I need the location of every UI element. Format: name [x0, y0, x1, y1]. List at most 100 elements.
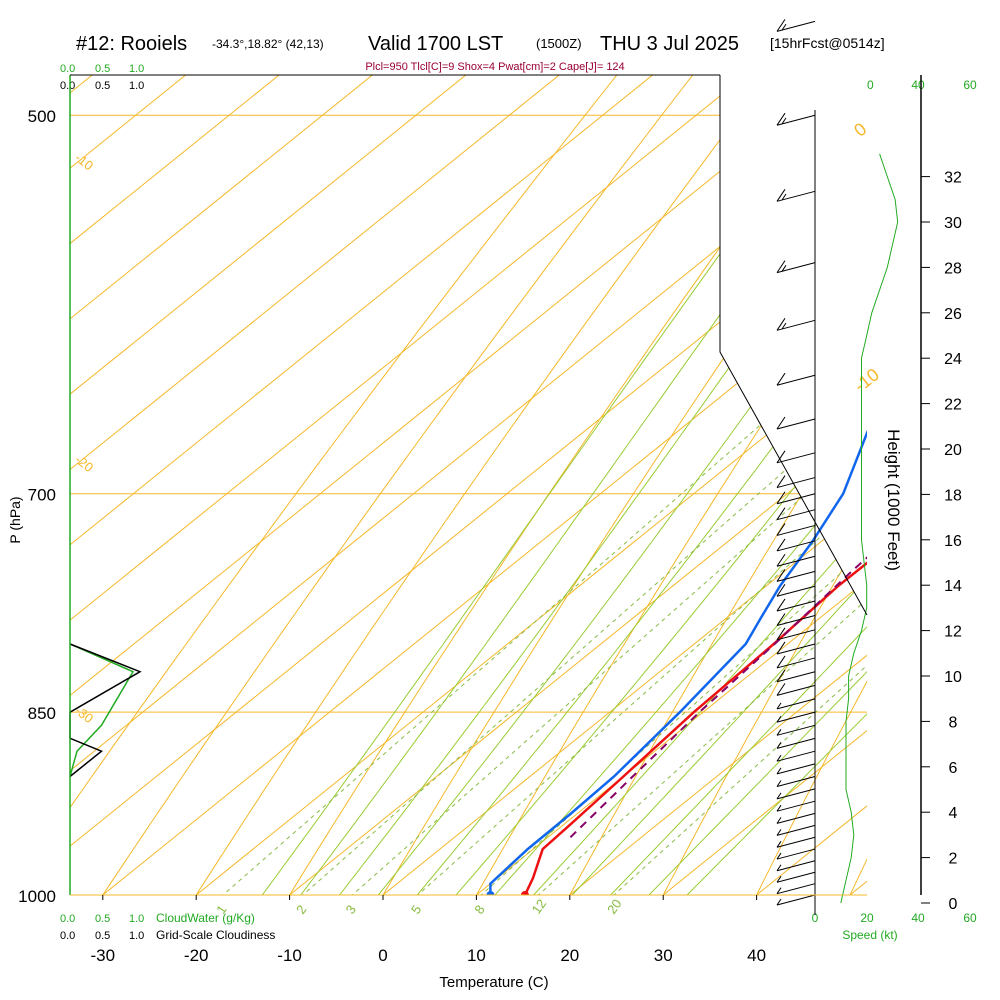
mixing-ratio-label: 8 [471, 902, 487, 917]
cloudwater-tick-bottom: 1.0 [129, 913, 144, 925]
moist-adiabat-line [648, 670, 867, 895]
speed-tick-top: 60 [963, 78, 977, 92]
wind-barb [776, 19, 816, 32]
wind-barb [776, 836, 816, 848]
isotherm-line [195, 353, 867, 895]
cloudwater-line [69, 643, 135, 777]
wind-speed-line [840, 153, 899, 904]
wind-barb [776, 491, 816, 505]
cloud-scale-top: 0.0 0.5 1.0 0.0 0.5 1.0 [60, 63, 144, 92]
title: #12: Rooiels [76, 33, 187, 55]
surface-dewpoint-dot [486, 891, 495, 895]
wind-barb [776, 655, 816, 669]
height-tick-label: 8 [949, 714, 958, 731]
theta-label: -20 [72, 452, 96, 475]
height-tick-label: 4 [949, 805, 958, 822]
height-tick-label: 26 [944, 306, 962, 323]
isotherm-line [70, 75, 841, 697]
wind-barb [776, 683, 816, 696]
mixing-ratio-label: 5 [408, 902, 424, 917]
cloud-scale-bottom: 0.0 0.5 1.0 CloudWater (g/Kg) 0.0 0.5 1.… [60, 911, 275, 942]
dry-adiabat-line [382, 149, 867, 895]
wind-barb [776, 788, 816, 800]
height-axis-label: Height (1000 Feet) [884, 429, 903, 571]
wind-barb [776, 860, 816, 872]
isotherm-line [475, 579, 867, 895]
dewpoint-line [489, 429, 867, 895]
speed-tick-bottom: 40 [911, 911, 925, 925]
pressure-tick-label: 1000 [18, 887, 56, 906]
speed-tick-bottom: 0 [812, 911, 819, 925]
temperature-tick-label: 30 [654, 946, 673, 965]
cloudwater-label: CloudWater (g/Kg) [156, 911, 255, 925]
height-tick-label: 6 [949, 760, 958, 777]
moist-adiabat-line [686, 713, 867, 895]
speed-axis-label: Speed (kt) [842, 928, 897, 942]
mixing-ratio-line [351, 439, 867, 895]
temperature-tick-label: 20 [560, 946, 579, 965]
moist-adiabat-line [416, 319, 867, 895]
cloudwater-tick-top: 1.0 [129, 63, 144, 75]
cloudwater-tick-top: 0.5 [95, 63, 110, 75]
height-tick-label: 20 [944, 442, 962, 459]
surface-temperature-dot [520, 891, 529, 895]
pressure-tick-label: 500 [28, 107, 56, 126]
isotherm-line [288, 428, 867, 895]
height-tick-label: 10 [944, 669, 962, 686]
background-lines [70, 75, 867, 895]
wind-barb [776, 450, 816, 464]
speed-tick-top: 40 [911, 78, 925, 92]
wind-barb [776, 698, 816, 710]
y-axis-label: P (hPa) [7, 496, 23, 543]
wind-barb [776, 848, 816, 860]
moist-adiabat-line [261, 75, 851, 895]
height-tick-label: 32 [944, 170, 962, 187]
wind-barb [776, 871, 816, 883]
wind-barb [776, 189, 816, 202]
wind-barb [776, 569, 816, 582]
wind-barb [776, 260, 816, 274]
theta-label: -30 [72, 703, 96, 726]
moist-adiabat-line [494, 462, 867, 895]
x-axis-label: Temperature (C) [439, 974, 548, 991]
temperature-tick-label: -10 [277, 946, 302, 965]
wind-barb [776, 613, 816, 626]
wind-barb [776, 812, 816, 824]
temperature-tick-label: -20 [184, 946, 209, 965]
cloudiness-tick-top: 0.0 [60, 80, 75, 92]
moist-adiabat-line [300, 108, 867, 895]
wind-barb [776, 750, 816, 762]
height-tick-label: 0 [949, 896, 958, 913]
height-tick-label: 12 [944, 624, 962, 641]
cloudwater-tick-bottom: 0.0 [60, 913, 75, 925]
wind-barb [776, 627, 816, 641]
temperature-tick-label: -30 [91, 946, 116, 965]
cloudwater-tick-top: 0.0 [60, 63, 75, 75]
isotherm-line [101, 278, 867, 895]
moist-adiabat-line [609, 626, 867, 895]
mixing-ratio-label: 3 [342, 902, 358, 917]
moist-adiabat-line [532, 523, 867, 895]
wind-barb [776, 583, 816, 597]
dry-adiabat-line [70, 75, 618, 809]
cloudiness-tick-bottom: 0.5 [95, 930, 110, 942]
wind-barb [776, 894, 816, 906]
mixing-ratio-label: 12 [529, 896, 550, 916]
wind-barb [776, 416, 816, 430]
moist-adiabat-line [455, 393, 867, 895]
valid-zulu: (1500Z) [536, 36, 582, 51]
pressure-tick-label: 700 [28, 486, 56, 505]
isotherm-line [70, 202, 867, 847]
wind-barb [776, 775, 816, 787]
pressure-tick-label: 850 [28, 704, 56, 723]
wind-barb [776, 669, 816, 683]
cloudiness-tick-bottom: 0.0 [60, 930, 75, 942]
wind-barb [776, 318, 816, 331]
cloudiness-tick-top: 0.5 [95, 80, 110, 92]
axes: 0246810121416182022242628303225030040050… [18, 74, 962, 965]
wind-barb [776, 112, 816, 126]
mixing-ratio-label: 2 [293, 902, 309, 917]
mixing-ratio-line [302, 397, 867, 895]
valid-date: THU 3 Jul 2025 [600, 33, 739, 55]
moist-adiabat-line [571, 577, 867, 895]
